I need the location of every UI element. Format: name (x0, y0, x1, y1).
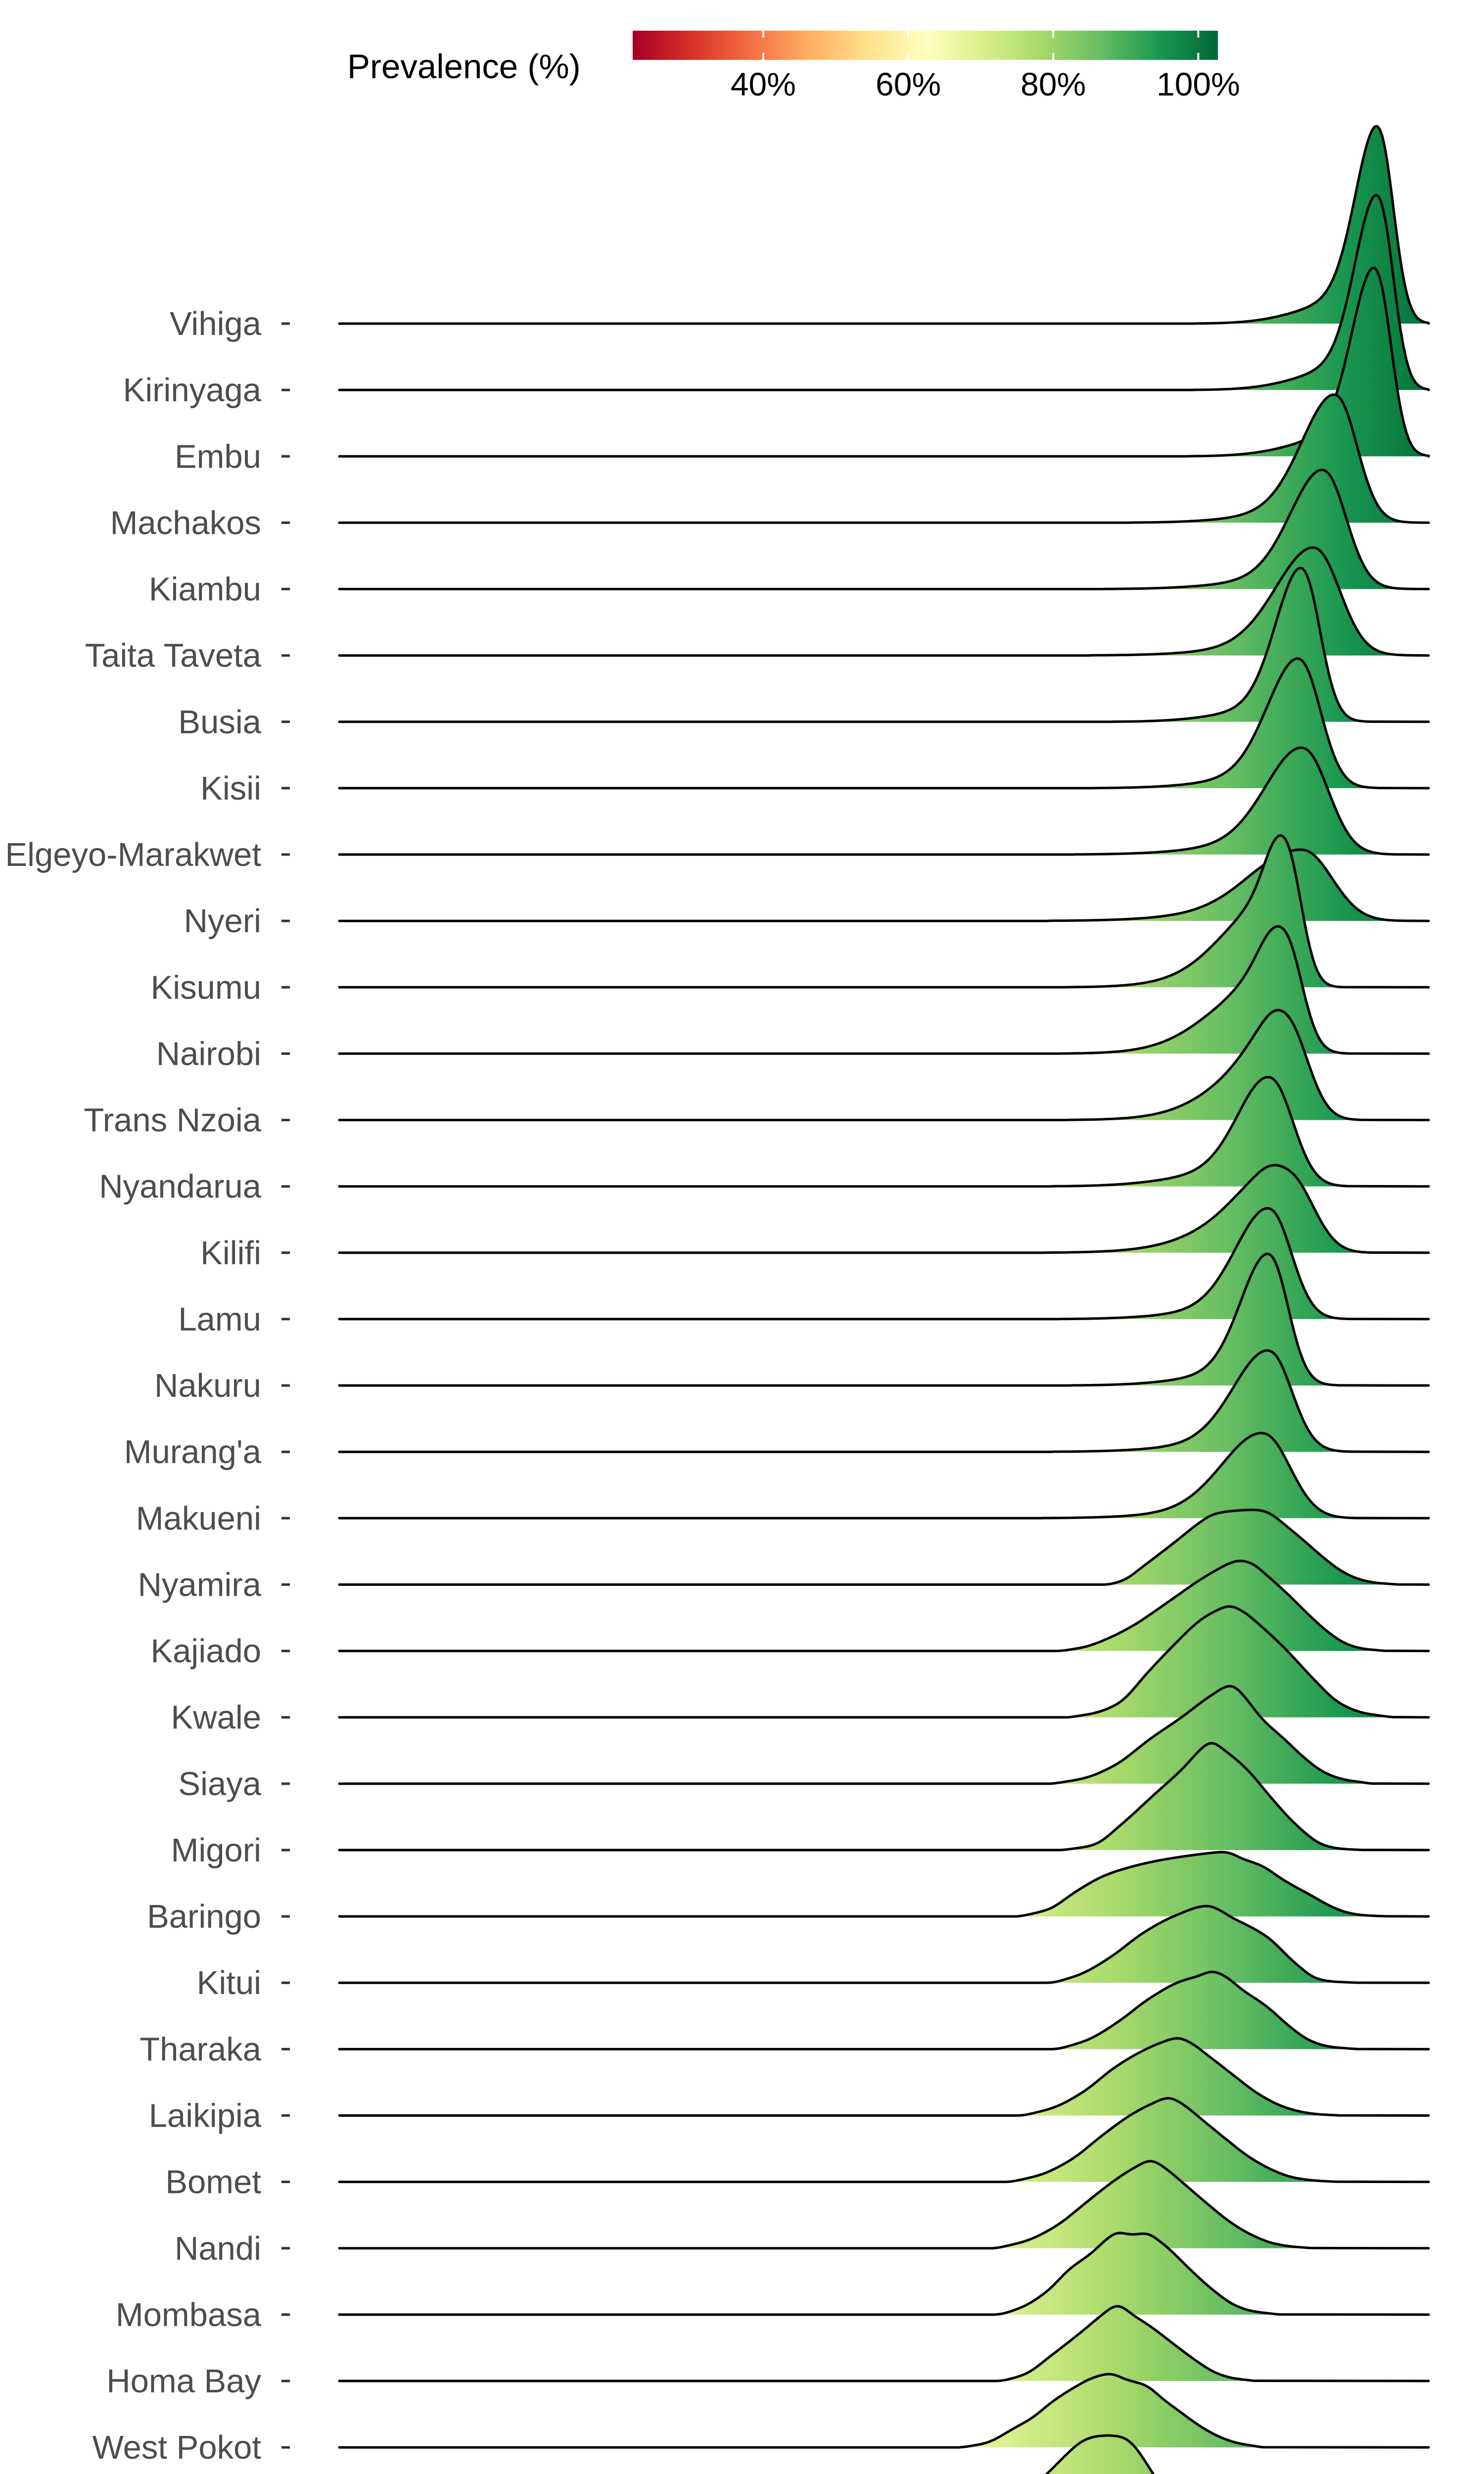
svg-text:Kiambu: Kiambu (149, 571, 261, 608)
svg-text:Nandi: Nandi (175, 2230, 261, 2267)
svg-text:West Pokot: West Pokot (93, 2429, 262, 2466)
svg-text:Lamu: Lamu (178, 1301, 261, 1338)
svg-text:Mombasa: Mombasa (116, 2296, 262, 2333)
svg-text:Machakos: Machakos (110, 504, 261, 541)
svg-text:40%: 40% (731, 66, 796, 102)
svg-text:Nairobi: Nairobi (156, 1035, 261, 1072)
svg-text:Laikipia: Laikipia (149, 2097, 262, 2135)
svg-text:Baringo: Baringo (147, 1898, 261, 1935)
svg-text:Embu: Embu (175, 438, 261, 475)
svg-text:Taita Taveta: Taita Taveta (85, 637, 262, 674)
svg-text:100%: 100% (1157, 66, 1240, 102)
svg-text:Kajiado: Kajiado (150, 1633, 261, 1670)
svg-text:Kitui: Kitui (197, 1964, 261, 2001)
svg-text:Kisumu: Kisumu (151, 969, 261, 1006)
svg-text:Kilifi: Kilifi (200, 1235, 261, 1272)
svg-text:Nakuru: Nakuru (154, 1367, 261, 1404)
svg-text:Vihiga: Vihiga (170, 305, 262, 342)
svg-text:Trans Nzoia: Trans Nzoia (84, 1102, 261, 1139)
svg-text:Makueni: Makueni (136, 1500, 261, 1537)
svg-text:Nyeri: Nyeri (184, 903, 261, 940)
svg-text:Homa Bay: Homa Bay (106, 2363, 261, 2400)
svg-text:Siaya: Siaya (178, 1765, 261, 1803)
svg-text:Bomet: Bomet (165, 2164, 261, 2201)
svg-text:Busia: Busia (178, 704, 261, 741)
svg-text:80%: 80% (1020, 66, 1086, 102)
svg-text:Kirinyaga: Kirinyaga (123, 372, 262, 409)
svg-text:Elgeyo-Marakwet: Elgeyo-Marakwet (5, 836, 261, 873)
svg-text:Kwale: Kwale (171, 1699, 261, 1736)
svg-text:Kisii: Kisii (200, 770, 261, 807)
svg-text:Nyandarua: Nyandarua (99, 1168, 262, 1205)
svg-text:60%: 60% (876, 66, 941, 102)
svg-text:Nyamira: Nyamira (138, 1567, 262, 1604)
svg-text:Tharaka: Tharaka (139, 2031, 262, 2068)
svg-text:Migori: Migori (171, 1832, 261, 1869)
svg-text:Prevalence (%): Prevalence (%) (347, 48, 581, 86)
svg-text:Murang'a: Murang'a (124, 1433, 262, 1471)
